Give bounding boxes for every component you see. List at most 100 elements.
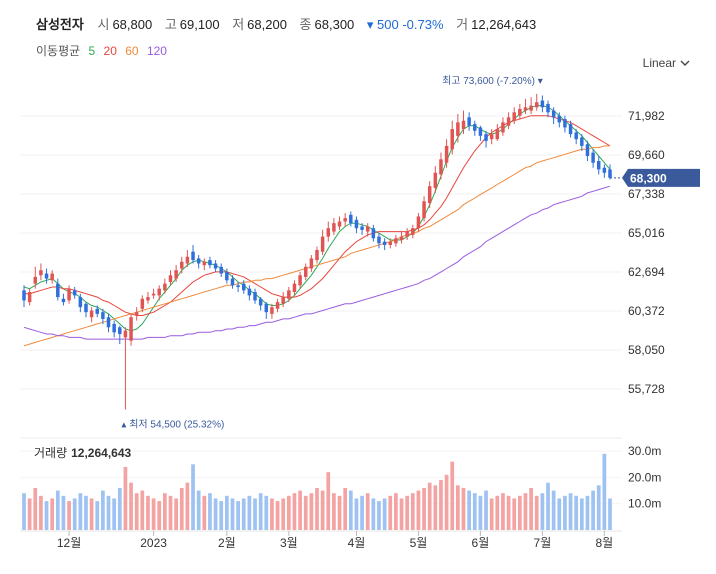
volume-bar: [467, 490, 471, 530]
volume-bar: [382, 498, 387, 530]
volume-bar: [315, 487, 319, 530]
candle-body: [388, 241, 392, 245]
candle-body: [185, 256, 190, 264]
candle: [394, 234, 398, 247]
ma5-label[interactable]: 5: [88, 44, 96, 58]
candle-body: [596, 161, 601, 170]
volume-bar: [264, 495, 269, 530]
volume-bar: [563, 495, 567, 530]
volume-axis: 30.0m 20.0m 10.0m: [628, 444, 661, 511]
ma60-label[interactable]: 60: [125, 44, 139, 58]
candle-body: [360, 226, 364, 230]
candle: [281, 292, 285, 308]
candle-body: [298, 275, 302, 286]
candle-body: [506, 117, 511, 126]
time-tick-label: 4월: [348, 536, 366, 550]
volume-bar: [501, 493, 505, 530]
candle-body: [461, 120, 466, 130]
candle: [608, 164, 612, 180]
candle-body: [219, 266, 223, 274]
candle-body: [264, 303, 269, 313]
volume-bar: [602, 453, 607, 530]
candle: [84, 302, 88, 318]
volume-bar: [219, 501, 224, 530]
close-label: 종: [299, 17, 312, 32]
candle-body: [146, 297, 150, 301]
candle-body: [591, 152, 595, 163]
volume-bar: [224, 495, 229, 530]
candle: [270, 303, 274, 319]
volume-bar: [506, 495, 511, 530]
candle: [112, 320, 116, 338]
candle-body: [535, 102, 539, 108]
candle: [213, 260, 218, 272]
volume-bar: [596, 485, 601, 530]
volume-bar: [123, 466, 128, 530]
volume-title-value: 12,264,643: [71, 446, 132, 460]
volume-bar: [360, 495, 364, 530]
volume-bar: [534, 495, 539, 530]
scale-selector[interactable]: Linear: [643, 56, 690, 70]
candle-body: [467, 117, 471, 126]
candle: [489, 129, 494, 145]
volume-bar: [523, 493, 528, 530]
candle: [382, 238, 387, 251]
candle-body: [540, 100, 545, 108]
candle: [461, 110, 466, 135]
volume-bar: [416, 490, 421, 530]
candle-body: [101, 312, 105, 319]
candle: [106, 313, 111, 333]
volume-bar: [337, 495, 342, 530]
ma5-line: [23, 105, 611, 332]
candle-body: [89, 310, 94, 318]
volume-bar: [546, 482, 550, 530]
candle-body: [129, 317, 133, 341]
candle-body: [44, 273, 49, 279]
volume-bar: [196, 490, 201, 530]
price-tick-label: 58,050: [628, 343, 665, 357]
volume-title-label: 거래량: [34, 446, 68, 460]
candle: [540, 95, 545, 113]
candle-body: [287, 290, 291, 299]
volume-bar: [410, 493, 415, 530]
candle: [118, 325, 122, 345]
candle: [399, 231, 404, 244]
volume-bar: [348, 490, 353, 530]
candle-body: [202, 261, 207, 266]
candle-body: [315, 250, 319, 261]
candle: [27, 288, 32, 306]
volume-bar: [72, 498, 77, 530]
volume-title: 거래량 12,264,643: [34, 444, 131, 461]
volume-bar: [134, 493, 139, 530]
price-tick-label: 62,694: [628, 265, 665, 279]
ma120-label[interactable]: 120: [146, 44, 167, 58]
candle: [247, 285, 252, 301]
candle-body: [292, 283, 297, 293]
candle-body: [326, 228, 331, 237]
candle-body: [501, 122, 505, 133]
candle-body: [78, 297, 83, 308]
candle-body: [320, 236, 325, 252]
candle: [242, 280, 246, 294]
candle: [236, 281, 240, 293]
candles: [22, 93, 612, 410]
candle-body: [332, 223, 336, 232]
volume-bar: [89, 498, 94, 530]
candle-body: [405, 231, 409, 237]
volume-bar: [281, 498, 286, 530]
volume-bar: [50, 498, 55, 530]
candle: [101, 308, 105, 324]
volume-value: 12,264,643: [471, 17, 537, 32]
candle: [72, 286, 77, 299]
candle: [551, 107, 556, 125]
open-value: 68,800: [112, 17, 153, 32]
candle: [287, 286, 291, 303]
ma20-label[interactable]: 20: [103, 44, 117, 58]
candle-body: [484, 134, 488, 141]
candle: [309, 255, 314, 272]
candle: [450, 120, 454, 155]
candle: [151, 288, 156, 299]
candle: [557, 112, 562, 128]
candle-body: [39, 270, 43, 276]
